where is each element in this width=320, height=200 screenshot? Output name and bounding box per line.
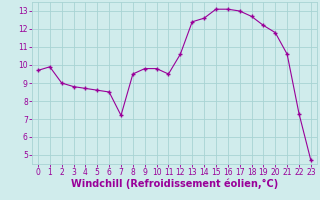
- X-axis label: Windchill (Refroidissement éolien,°C): Windchill (Refroidissement éolien,°C): [71, 179, 278, 189]
